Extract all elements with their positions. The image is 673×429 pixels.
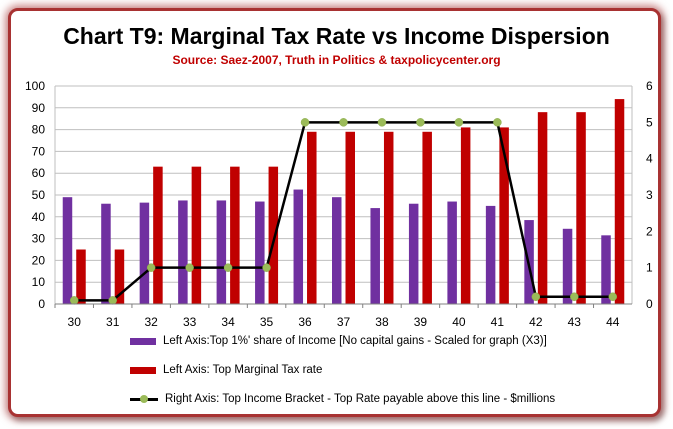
legend-item-tax-rate: Left Axis: Top Marginal Tax rate <box>130 362 322 378</box>
bar-top1-share <box>255 201 265 304</box>
left-tick-label: 50 <box>32 188 46 202</box>
left-tick-label: 100 <box>25 79 45 93</box>
left-tick-label: 30 <box>32 232 46 246</box>
x-tick-label: 38 <box>375 315 389 329</box>
x-tick-label: 40 <box>452 315 466 329</box>
bar-top1-share <box>139 202 150 304</box>
bar-marginal-rate <box>383 131 394 304</box>
bar-top1-share <box>447 201 457 304</box>
legend-label-bracket: Right Axis: Top Income Bracket - Top Rat… <box>165 393 556 405</box>
right-tick-label: 5 <box>646 115 653 129</box>
bar-marginal-rate <box>230 166 240 304</box>
bar-top1-share <box>62 197 73 304</box>
bar-marginal-rate <box>499 127 509 304</box>
left-tick-label: 80 <box>32 123 46 137</box>
left-tick-label: 0 <box>38 297 45 311</box>
legend-swatch-purple <box>130 337 156 345</box>
line-point <box>416 118 425 127</box>
bar-top1-share <box>562 228 573 304</box>
line-point <box>262 263 271 272</box>
x-tick-label: 35 <box>260 315 274 329</box>
line-point <box>223 263 233 272</box>
bar-marginal-rate <box>307 131 317 304</box>
bar-top1-share <box>408 203 419 304</box>
x-tick-label: 41 <box>491 315 505 329</box>
x-tick-label: 36 <box>298 315 312 329</box>
right-tick-label: 1 <box>646 261 653 275</box>
x-tick-label: 42 <box>529 315 543 329</box>
line-point <box>69 296 79 305</box>
line-point <box>108 296 117 305</box>
right-tick-label: 3 <box>646 188 653 202</box>
bar-marginal-rate <box>153 166 163 304</box>
line-series <box>69 118 618 305</box>
right-tick-label: 6 <box>646 79 653 93</box>
legend-item-bracket: Right Axis: Top Income Bracket - Top Rat… <box>130 391 555 407</box>
legend-item-share: Left Axis:Top 1%' share of Income [No ca… <box>130 333 547 349</box>
x-tick-label: 32 <box>144 315 158 329</box>
line-point <box>608 292 618 301</box>
bar-marginal-rate <box>191 166 202 304</box>
left-tick-label: 20 <box>32 253 46 267</box>
left-tick-label: 40 <box>32 210 46 224</box>
legend-swatch-line <box>130 391 158 407</box>
chart-subtitle: Source: Saez-2007, Truth in Politics & t… <box>172 53 501 67</box>
line-point <box>300 118 310 127</box>
bar-marginal-rate <box>114 249 125 304</box>
left-tick-label: 10 <box>32 275 46 289</box>
gridlines <box>55 85 632 305</box>
line-point <box>493 118 502 127</box>
bar-top1-share <box>178 200 188 304</box>
bar-top1-share <box>485 205 496 304</box>
line-point <box>377 118 387 127</box>
bar-top1-share <box>601 235 611 304</box>
line-point <box>531 292 541 301</box>
bar-marginal-rate <box>345 131 355 304</box>
bar-top1-share <box>216 200 227 304</box>
left-tick-label: 70 <box>32 144 46 158</box>
bar-top1-share <box>370 208 380 304</box>
x-tick-label: 31 <box>106 315 120 329</box>
left-tick-label: 60 <box>32 166 46 180</box>
right-tick-label: 2 <box>646 224 653 238</box>
line-point <box>185 263 194 272</box>
x-tick-label: 39 <box>414 315 428 329</box>
bar-marginal-rate <box>460 127 471 304</box>
line-point <box>339 118 348 127</box>
bar-marginal-rate <box>268 166 279 304</box>
x-tick-label: 43 <box>568 315 582 329</box>
x-tick-label: 34 <box>221 315 235 329</box>
chart-title: Chart T9: Marginal Tax Rate vs Income Di… <box>63 23 610 49</box>
bar-top1-share <box>293 189 304 304</box>
right-tick-label: 0 <box>646 297 653 311</box>
right-tick-label: 4 <box>646 152 653 166</box>
bar-top1-share <box>332 197 342 304</box>
line-point <box>146 263 156 272</box>
x-tick-label: 33 <box>183 315 197 329</box>
bar-marginal-rate <box>422 131 432 304</box>
bar-top1-share <box>101 203 111 304</box>
legend-swatch-red <box>130 366 156 374</box>
bar-marginal-rate <box>537 112 548 304</box>
x-tick-label: 37 <box>337 315 351 329</box>
bars <box>62 99 625 304</box>
legend-label-tax-rate: Left Axis: Top Marginal Tax rate <box>163 364 323 376</box>
bar-marginal-rate <box>76 249 86 304</box>
left-tick-label: 90 <box>32 101 46 115</box>
legend-label-share: Left Axis:Top 1%' share of Income [No ca… <box>163 335 547 347</box>
line-point <box>570 292 579 301</box>
line-point <box>454 118 464 127</box>
bar-marginal-rate <box>576 112 586 304</box>
x-tick-label: 44 <box>606 315 620 329</box>
x-tick-label: 30 <box>68 315 82 329</box>
bar-marginal-rate <box>614 99 625 304</box>
